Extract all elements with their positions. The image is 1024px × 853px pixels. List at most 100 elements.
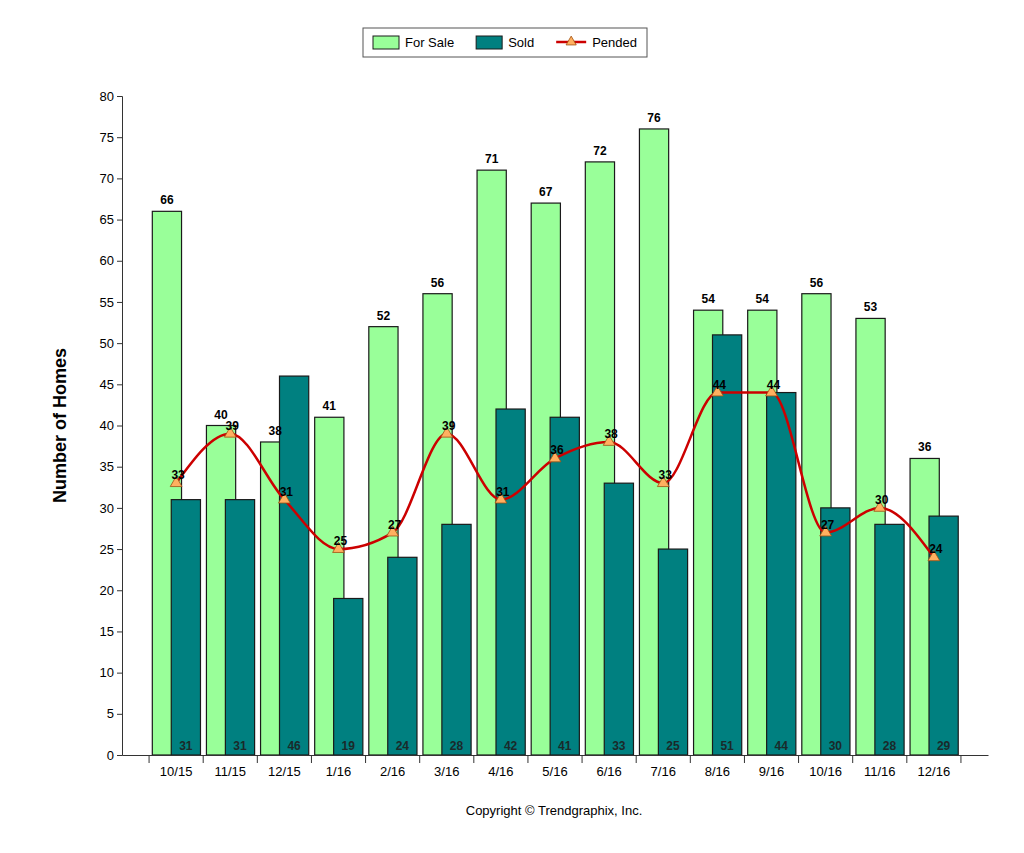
separator bbox=[257, 755, 258, 763]
tick-mark bbox=[117, 590, 122, 591]
data-label: 31 bbox=[179, 739, 193, 753]
tick-label: 70 bbox=[100, 171, 114, 186]
tick-mark bbox=[117, 673, 122, 674]
data-label: 38 bbox=[268, 424, 282, 438]
bar bbox=[280, 376, 309, 755]
legend-item: For Sale bbox=[373, 35, 454, 50]
tick-label: 40 bbox=[100, 418, 114, 433]
tick-mark bbox=[117, 261, 122, 262]
axis-line bbox=[117, 97, 123, 756]
data-label: 54 bbox=[701, 292, 715, 306]
bar bbox=[334, 598, 363, 755]
data-label: 54 bbox=[756, 292, 770, 306]
tick: 15 bbox=[100, 624, 122, 639]
separator bbox=[798, 755, 799, 763]
tick-mark bbox=[117, 384, 122, 385]
legend-marker bbox=[566, 36, 576, 45]
tick: 6/16 bbox=[596, 764, 621, 779]
bar-series bbox=[171, 335, 958, 755]
data-label: 42 bbox=[504, 739, 518, 753]
tick-mark bbox=[117, 508, 122, 509]
tick-label: 7/16 bbox=[651, 764, 676, 779]
tick-label: 9/16 bbox=[759, 764, 784, 779]
tick: 25 bbox=[100, 542, 122, 557]
data-label: 66 bbox=[160, 193, 174, 207]
tick: 70 bbox=[100, 171, 122, 186]
separator bbox=[906, 755, 907, 763]
tick: 11/15 bbox=[214, 764, 246, 779]
tick: 65 bbox=[100, 212, 122, 227]
data-label: 25 bbox=[666, 739, 680, 753]
bar bbox=[171, 500, 200, 755]
tick-label: 30 bbox=[100, 501, 114, 516]
tick: 50 bbox=[100, 336, 122, 351]
tick: 2/16 bbox=[380, 764, 405, 779]
tick-label: 45 bbox=[100, 377, 114, 392]
data-label: 33 bbox=[659, 468, 673, 482]
y-axis-title: Number of Homes bbox=[50, 348, 70, 503]
legend-label: Pended bbox=[592, 35, 637, 50]
tick-label: 6/16 bbox=[596, 764, 621, 779]
data-label: 24 bbox=[929, 542, 943, 556]
markers bbox=[170, 386, 940, 561]
data-label: 36 bbox=[550, 443, 564, 457]
data-label: 31 bbox=[496, 485, 510, 499]
tick-mark bbox=[117, 755, 122, 756]
separator bbox=[527, 755, 528, 763]
data-label: 53 bbox=[864, 300, 878, 314]
tick-label: 5 bbox=[107, 706, 114, 721]
legend-box bbox=[363, 28, 647, 57]
data-label: 25 bbox=[334, 534, 348, 548]
tick: 60 bbox=[100, 253, 122, 268]
legend-swatch bbox=[373, 36, 399, 49]
tick-mark bbox=[117, 220, 122, 221]
bar bbox=[496, 409, 525, 755]
tick-mark bbox=[117, 96, 122, 97]
data-label: 19 bbox=[342, 739, 356, 753]
tick-mark bbox=[117, 549, 122, 550]
bar-series bbox=[152, 129, 939, 755]
marks bbox=[152, 129, 958, 755]
separator bbox=[311, 755, 312, 763]
tick-label: 65 bbox=[100, 212, 114, 227]
separator bbox=[365, 755, 366, 763]
bar bbox=[388, 557, 417, 755]
tick: 10/15 bbox=[160, 764, 193, 779]
data-label: 27 bbox=[821, 518, 835, 532]
tick-label: 10/16 bbox=[809, 764, 842, 779]
tick: 20 bbox=[100, 583, 122, 598]
bar bbox=[604, 483, 633, 755]
bar bbox=[875, 524, 904, 755]
tick-mark bbox=[117, 343, 122, 344]
data-label: 38 bbox=[604, 427, 618, 441]
tick-mark bbox=[117, 426, 122, 427]
bar bbox=[442, 524, 471, 755]
data-label: 33 bbox=[171, 468, 185, 482]
tick: 10/16 bbox=[809, 764, 842, 779]
separator bbox=[582, 755, 583, 763]
tick-label: 55 bbox=[100, 295, 114, 310]
tick-label: 2/16 bbox=[380, 764, 405, 779]
data-label: 39 bbox=[442, 419, 456, 433]
tick: 45 bbox=[100, 377, 122, 392]
tick-label: 8/16 bbox=[705, 764, 730, 779]
tick-label: 75 bbox=[100, 130, 114, 145]
legend-label: For Sale bbox=[405, 35, 454, 50]
data-label: 46 bbox=[287, 739, 301, 753]
separator bbox=[419, 755, 420, 763]
tick: 11/16 bbox=[864, 764, 896, 779]
legend: For SaleSoldPended bbox=[363, 28, 647, 57]
tick: 9/16 bbox=[759, 764, 784, 779]
tick-label: 60 bbox=[100, 253, 114, 268]
y-axis: 05101520253035404550556065707580 bbox=[100, 89, 123, 763]
axis-line bbox=[123, 755, 989, 756]
data-label: 36 bbox=[918, 440, 932, 454]
tick-label: 10 bbox=[100, 665, 114, 680]
tick: 5/16 bbox=[542, 764, 567, 779]
plot: 6640384152567167727654545653363131461924… bbox=[100, 89, 989, 780]
tick: 5 bbox=[107, 706, 122, 721]
tick: 10 bbox=[100, 665, 122, 680]
tick: 8/16 bbox=[705, 764, 730, 779]
data-label: 28 bbox=[883, 739, 897, 753]
tick-label: 25 bbox=[100, 542, 114, 557]
